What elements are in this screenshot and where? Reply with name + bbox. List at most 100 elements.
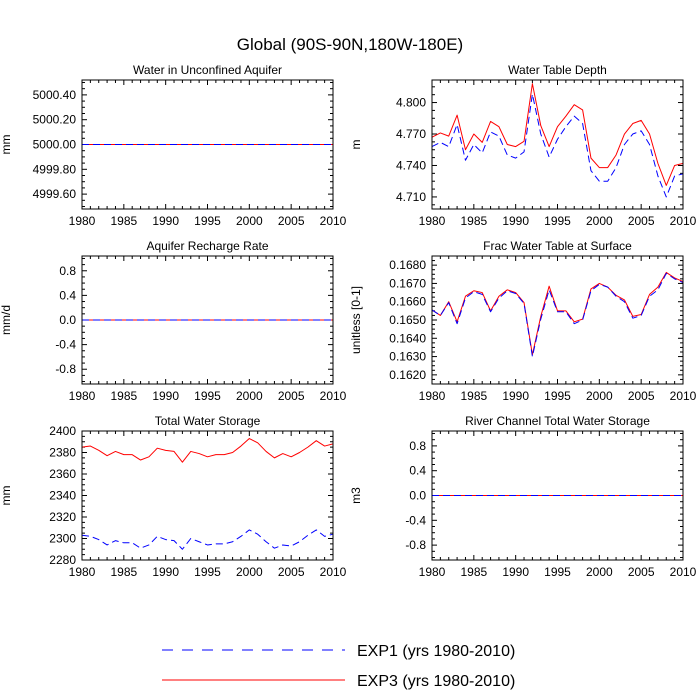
- x-tick-label: 1985: [460, 565, 487, 579]
- panel-title: Total Water Storage: [155, 414, 261, 428]
- panel-title: Water in Unconfined Aquifer: [133, 63, 282, 77]
- plot-frame: [431, 79, 684, 210]
- x-tick-label: 1985: [110, 214, 137, 228]
- y-axis-label: mm: [0, 486, 13, 506]
- y-axis-label: mm: [0, 135, 13, 155]
- y-tick-label: 0.0: [59, 313, 76, 327]
- y-tick-label: -0.4: [405, 513, 426, 527]
- y-tick-label: 0.1680: [389, 258, 426, 272]
- panels: Water in Unconfined Aquifer mm 1980 1985 199…: [0, 63, 697, 579]
- panel-title: River Channel Total Water Storage: [465, 414, 650, 428]
- y-tick-label: 0.1630: [389, 350, 426, 364]
- y-tick-label: 4999.60: [33, 187, 77, 201]
- x-tick-label: 1995: [544, 214, 571, 228]
- x-tick-label: 1980: [419, 214, 446, 228]
- panel-title: Frac Water Table at Surface: [483, 239, 632, 253]
- x-tick-label: 2000: [236, 389, 263, 403]
- x-tick-label: 2005: [278, 565, 305, 579]
- y-tick-label: 0.8: [59, 264, 76, 278]
- y-tick-label: 0.1670: [389, 276, 426, 290]
- panel-recharge-rate: Aquifer Recharge Rate mm/d 1980 1985 1990 199…: [0, 239, 347, 403]
- y-axis-label: m: [349, 140, 363, 150]
- y-tick-label: 4.710: [396, 190, 426, 204]
- legend-label-exp3: EXP3 (yrs 1980-2010): [357, 673, 515, 690]
- x-tick-label: 1990: [152, 565, 179, 579]
- x-tick-label: 2010: [670, 565, 697, 579]
- y-tick-label: 4999.80: [33, 162, 77, 176]
- y-axis-label: m3: [349, 487, 363, 504]
- x-tick-label: 2005: [628, 389, 655, 403]
- series-line-exp3: [81, 438, 334, 463]
- y-tick-label: 0.4: [59, 288, 76, 302]
- x-tick-label: 1995: [544, 389, 571, 403]
- x-tick-label: 1990: [502, 214, 529, 228]
- y-tick-label: 0.1650: [389, 313, 426, 327]
- x-tick-label: 1980: [69, 214, 96, 228]
- x-tick-label: 2000: [586, 214, 613, 228]
- y-tick-label: 4.740: [396, 158, 426, 172]
- y-tick-label: 2360: [49, 467, 76, 481]
- x-tick-label: 1990: [152, 214, 179, 228]
- x-tick-label: 1980: [69, 565, 96, 579]
- x-tick-label: 2010: [670, 214, 697, 228]
- figure-title: Global (90S-90N,180W-180E): [237, 35, 463, 54]
- panel-water-table-depth: Water Table Depth m 1980 1985 1990 1995 2000 20…: [349, 63, 697, 228]
- legend-label-exp1: EXP1 (yrs 1980-2010): [357, 643, 515, 660]
- x-tick-label: 2005: [278, 214, 305, 228]
- y-tick-label: 0.4: [409, 464, 426, 478]
- x-tick-label: 2010: [320, 214, 347, 228]
- panel-river-channel-storage: River Channel Total Water Storage m3 1980 1…: [349, 414, 697, 579]
- x-tick-label: 2000: [586, 389, 613, 403]
- y-tick-label: 2380: [49, 446, 76, 460]
- y-tick-label: 4.800: [396, 96, 426, 110]
- y-tick-label: 4.770: [396, 127, 426, 141]
- y-tick-label: -0.4: [55, 338, 76, 352]
- panel-title: Water Table Depth: [508, 63, 607, 77]
- x-tick-label: 1990: [502, 389, 529, 403]
- series-line-exp3: [431, 83, 684, 186]
- x-tick-label: 1985: [110, 389, 137, 403]
- x-tick-label: 1995: [544, 565, 571, 579]
- y-tick-label: 2400: [49, 424, 76, 438]
- x-tick-label: 2005: [628, 214, 655, 228]
- x-tick-label: 1980: [69, 389, 96, 403]
- y-tick-label: 0.1620: [389, 368, 426, 382]
- x-tick-label: 1995: [194, 214, 221, 228]
- y-tick-label: 0.0: [409, 489, 426, 503]
- y-axis-label: mm/d: [0, 305, 13, 335]
- x-tick-label: 2000: [236, 214, 263, 228]
- series-line-exp3: [431, 271, 684, 356]
- x-tick-label: 2000: [236, 565, 263, 579]
- y-tick-label: 2320: [49, 510, 76, 524]
- x-tick-label: 1990: [502, 565, 529, 579]
- series-line-exp1: [81, 529, 334, 550]
- series-line-exp1: [431, 93, 684, 198]
- y-tick-label: 5000.20: [33, 113, 77, 127]
- y-tick-label: 2300: [49, 532, 76, 546]
- plot-frame: [81, 255, 334, 385]
- panel-aquifer-water: Water in Unconfined Aquifer mm 1980 1985 199…: [0, 63, 347, 228]
- x-tick-label: 2000: [586, 565, 613, 579]
- x-tick-label: 1985: [110, 565, 137, 579]
- x-tick-label: 1985: [460, 389, 487, 403]
- y-tick-label: -0.8: [405, 538, 426, 552]
- y-tick-label: -0.8: [55, 362, 76, 376]
- plot-frame: [431, 255, 684, 385]
- x-tick-label: 2005: [628, 565, 655, 579]
- panel-frac-water-table: Frac Water Table at Surface unitless [0-1…: [349, 239, 697, 403]
- x-tick-label: 1980: [419, 389, 446, 403]
- panel-title: Aquifer Recharge Rate: [146, 239, 268, 253]
- x-tick-label: 1990: [152, 389, 179, 403]
- x-tick-label: 2010: [670, 389, 697, 403]
- y-tick-label: 2280: [49, 553, 76, 567]
- x-tick-label: 1995: [194, 565, 221, 579]
- series-line-exp1: [431, 272, 684, 358]
- plot-frame: [81, 79, 334, 210]
- y-tick-label: 0.1660: [389, 295, 426, 309]
- y-tick-label: 0.8: [409, 439, 426, 453]
- y-tick-label: 0.1640: [389, 331, 426, 345]
- x-tick-label: 1995: [194, 389, 221, 403]
- legend: EXP1 (yrs 1980-2010) EXP3 (yrs 1980-2010…: [162, 643, 515, 690]
- x-tick-label: 2010: [320, 389, 347, 403]
